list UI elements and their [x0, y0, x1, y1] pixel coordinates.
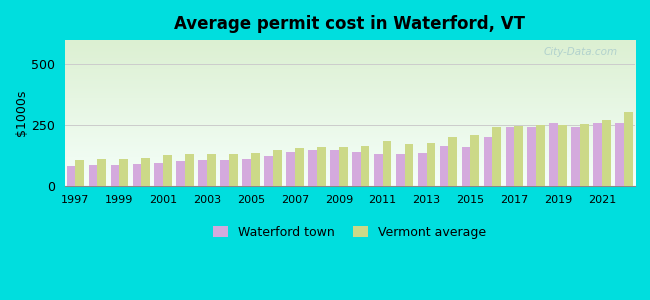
- Bar: [448, 137, 457, 185]
- Bar: [317, 147, 326, 185]
- Bar: [251, 153, 260, 185]
- Bar: [571, 128, 580, 185]
- Bar: [624, 112, 633, 185]
- Bar: [120, 159, 128, 185]
- Bar: [602, 120, 611, 185]
- Bar: [75, 160, 84, 185]
- Bar: [462, 147, 471, 185]
- Bar: [471, 135, 479, 185]
- Bar: [404, 144, 413, 185]
- Legend: Waterford town, Vermont average: Waterford town, Vermont average: [208, 221, 491, 244]
- Bar: [141, 158, 150, 185]
- Bar: [593, 122, 602, 185]
- Bar: [383, 141, 391, 185]
- Bar: [514, 126, 523, 185]
- Bar: [207, 154, 216, 185]
- Bar: [98, 159, 106, 185]
- Bar: [286, 152, 295, 185]
- Bar: [308, 150, 317, 185]
- Bar: [330, 150, 339, 185]
- Bar: [295, 148, 304, 185]
- Bar: [484, 137, 493, 185]
- Bar: [176, 161, 185, 185]
- Bar: [352, 152, 361, 185]
- Bar: [273, 150, 281, 185]
- Bar: [229, 154, 238, 185]
- Bar: [580, 124, 589, 185]
- Bar: [155, 163, 163, 185]
- Title: Average permit cost in Waterford, VT: Average permit cost in Waterford, VT: [174, 15, 525, 33]
- Bar: [339, 147, 348, 185]
- Bar: [185, 154, 194, 185]
- Bar: [67, 166, 75, 185]
- Bar: [418, 153, 426, 185]
- Bar: [242, 159, 251, 185]
- Bar: [133, 164, 141, 185]
- Bar: [558, 125, 567, 185]
- Text: City-Data.com: City-Data.com: [544, 47, 618, 57]
- Bar: [439, 146, 448, 185]
- Bar: [506, 128, 514, 185]
- Bar: [198, 160, 207, 185]
- Bar: [361, 146, 369, 185]
- Bar: [264, 157, 273, 185]
- Y-axis label: $1000s: $1000s: [15, 90, 28, 136]
- Bar: [536, 125, 545, 185]
- Bar: [163, 155, 172, 185]
- Bar: [220, 160, 229, 185]
- Bar: [396, 154, 404, 185]
- Bar: [616, 122, 624, 185]
- Bar: [528, 128, 536, 185]
- Bar: [374, 154, 383, 185]
- Bar: [88, 165, 98, 185]
- Bar: [111, 165, 120, 185]
- Bar: [549, 122, 558, 185]
- Bar: [493, 128, 501, 185]
- Bar: [426, 143, 436, 185]
